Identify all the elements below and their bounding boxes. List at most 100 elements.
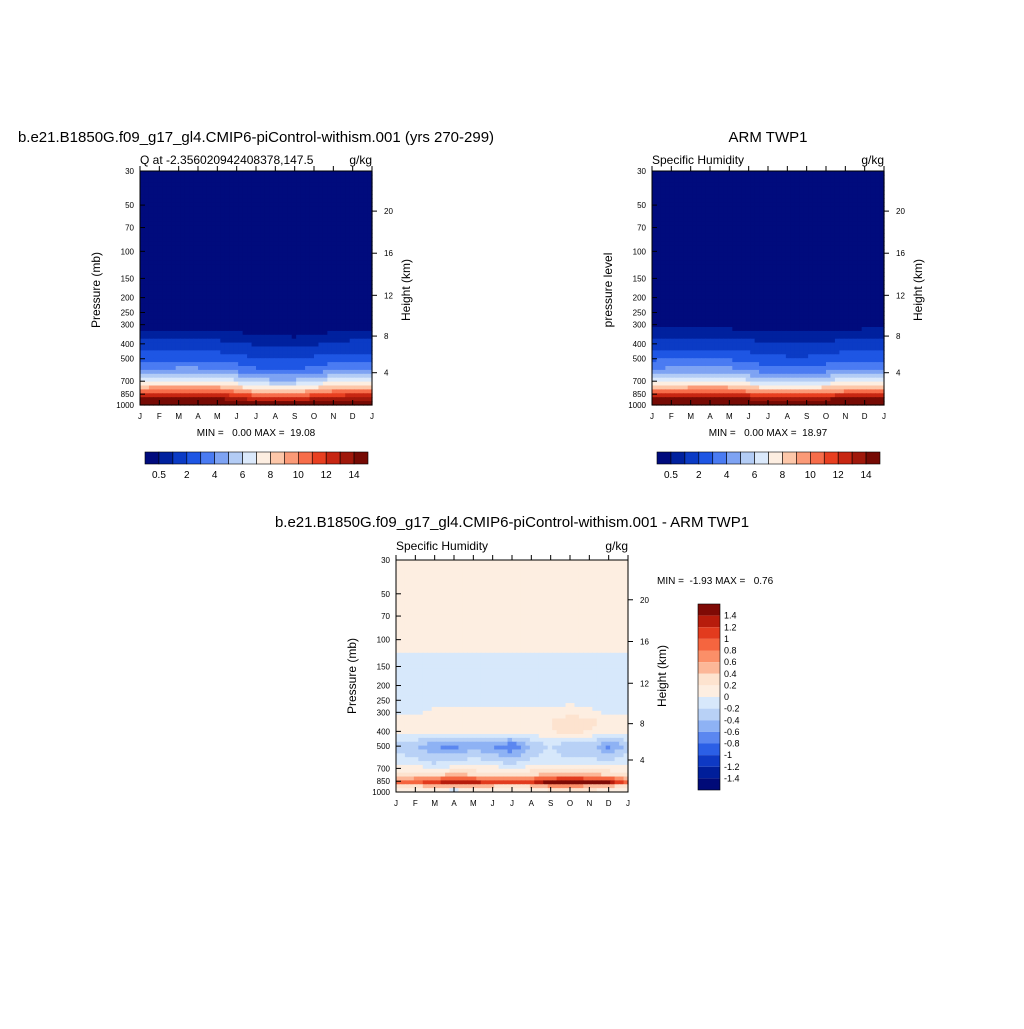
contour-cell <box>167 265 172 270</box>
contour-cell <box>871 265 876 270</box>
contour-cell <box>830 202 835 207</box>
contour-cell <box>656 253 661 258</box>
contour-cell <box>341 382 346 387</box>
contour-cell <box>162 261 167 266</box>
contour-cell <box>808 265 813 270</box>
contour-cell <box>777 288 782 293</box>
contour-cell <box>318 347 323 352</box>
contour-cell <box>688 257 693 262</box>
contour-cell <box>332 233 337 238</box>
contour-cell <box>714 183 719 188</box>
contour-cell <box>826 284 831 289</box>
contour-cell <box>701 187 706 192</box>
contour-cell <box>278 315 283 320</box>
contour-cell <box>211 187 216 192</box>
contour-cell <box>786 206 791 211</box>
contour-cell <box>140 366 145 371</box>
contour-cell <box>176 378 181 383</box>
contour-cell <box>189 198 194 203</box>
contour-cell <box>162 397 167 402</box>
contour-cell <box>278 382 283 387</box>
contour-cell <box>817 194 822 199</box>
contour-cell <box>354 386 359 391</box>
contour-cell <box>185 245 190 250</box>
contour-cell <box>746 171 751 176</box>
contour-cell <box>185 175 190 180</box>
contour-cell <box>207 343 212 348</box>
contour-cell <box>839 222 844 227</box>
contour-cell <box>853 284 858 289</box>
contour-cell <box>781 183 786 188</box>
contour-cell <box>238 194 243 199</box>
contour-cell <box>171 311 176 316</box>
contour-cell <box>674 226 679 231</box>
contour-cell <box>198 191 203 196</box>
contour-cell <box>359 378 364 383</box>
contour-cell <box>318 311 323 316</box>
contour-cell <box>283 292 288 297</box>
contour-cell <box>359 202 364 207</box>
contour-cell <box>688 179 693 184</box>
contour-cell <box>688 241 693 246</box>
contour-cell <box>848 226 853 231</box>
contour-cell <box>180 393 185 398</box>
contour-cell <box>296 245 301 250</box>
contour-cell <box>310 362 315 367</box>
contour-cell <box>202 354 207 359</box>
contour-cell <box>198 308 203 313</box>
contour-cell <box>679 210 684 215</box>
contour-cell <box>359 245 364 250</box>
contour-cell <box>719 183 724 188</box>
contour-cell <box>269 233 274 238</box>
contour-cell <box>234 214 239 219</box>
contour-cell <box>158 194 163 199</box>
contour-cell <box>296 378 301 383</box>
contour-cell <box>234 331 239 336</box>
contour-cell <box>185 233 190 238</box>
contour-cell <box>804 300 809 305</box>
contour-cell <box>176 237 181 242</box>
contour-cell <box>359 311 364 316</box>
contour-cell <box>140 198 145 203</box>
contour-cell <box>269 335 274 340</box>
contour-cell <box>301 280 306 285</box>
contour-cell <box>350 350 355 355</box>
contour-cell <box>194 374 199 379</box>
contour-cell <box>732 171 737 176</box>
contour-cell <box>723 210 728 215</box>
contour-cell <box>737 261 742 266</box>
contour-cell <box>194 171 199 176</box>
contour-cell <box>759 183 764 188</box>
contour-cell <box>243 226 248 231</box>
contour-cell <box>256 233 261 238</box>
contour-cell <box>323 374 328 379</box>
contour-cell <box>683 292 688 297</box>
contour-cell <box>238 296 243 301</box>
contour-cell <box>692 272 697 277</box>
contour-cell <box>140 245 145 250</box>
contour-cell <box>260 343 265 348</box>
contour-cell <box>688 265 693 270</box>
contour-cell <box>327 358 332 363</box>
contour-cell <box>750 233 755 238</box>
contour-cell <box>318 335 323 340</box>
contour-cell <box>848 194 853 199</box>
contour-cell <box>189 272 194 277</box>
contour-cell <box>198 296 203 301</box>
contour-cell <box>260 253 265 258</box>
contour-cell <box>144 378 149 383</box>
contour-cell <box>354 311 359 316</box>
contour-cell <box>283 350 288 355</box>
contour-cell <box>211 191 216 196</box>
contour-cell <box>252 265 257 270</box>
contour-cell <box>202 308 207 313</box>
contour-cell <box>332 296 337 301</box>
contour-cell <box>318 292 323 297</box>
contour-cell <box>697 261 702 266</box>
contour-cell <box>207 183 212 188</box>
contour-cell <box>341 175 346 180</box>
contour-cell <box>198 288 203 293</box>
contour-cell <box>336 230 341 235</box>
contour-cell <box>194 276 199 281</box>
contour-cell <box>194 386 199 391</box>
